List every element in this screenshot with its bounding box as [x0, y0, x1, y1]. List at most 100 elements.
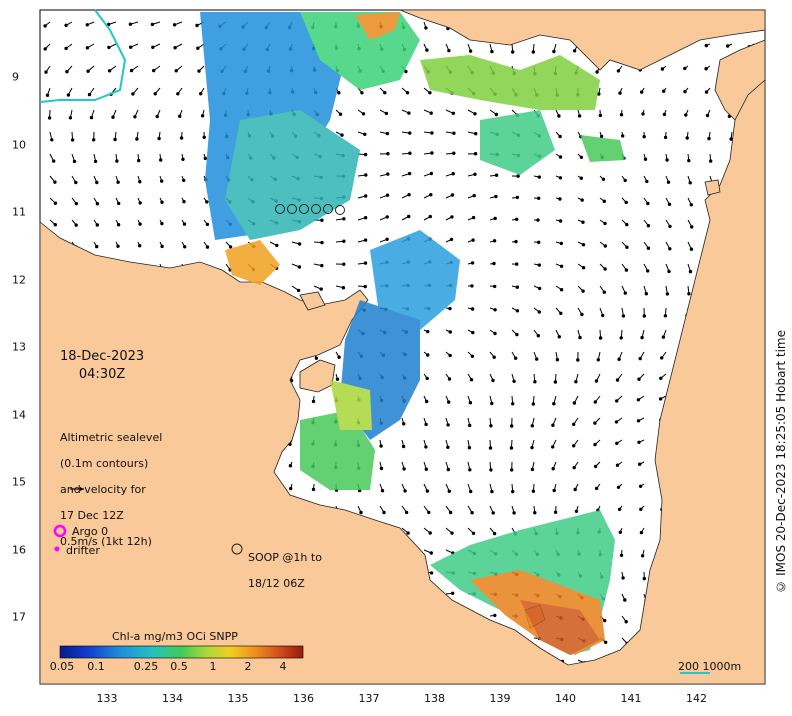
land-island-c [704, 179, 721, 196]
velocity-arrowhead [129, 68, 134, 73]
velocity-arrowhead [536, 334, 540, 338]
velocity-arrowhead [559, 288, 564, 292]
velocity-arrowhead [555, 358, 560, 362]
argo-symbol [53, 524, 67, 538]
velocity-arrowhead [135, 137, 139, 141]
land-arnhem [39, 69, 766, 685]
velocity-arrowhead [196, 46, 200, 50]
velocity-arrowhead [407, 214, 411, 219]
velocity-arrowhead [379, 444, 383, 448]
velocity-arrowhead [489, 468, 493, 472]
velocity-arrowhead [359, 510, 363, 515]
velocity-arrowhead [603, 244, 607, 248]
velocity-arrowhead [176, 92, 180, 96]
velocity-arrowhead [115, 159, 119, 163]
velocity-arrowhead [690, 225, 694, 229]
legend-velocity-arrowhead [80, 487, 84, 491]
land-newguinea [399, 9, 766, 71]
date-text: 18-Dec-2023 [60, 349, 145, 364]
velocity-arrowhead [558, 155, 563, 159]
velocity-arrowhead [160, 179, 164, 183]
x-tick-label: 133 [96, 692, 118, 705]
velocity-arrowhead [86, 69, 90, 73]
time-text: 04:30Z [78, 367, 126, 382]
velocity-arrowhead [199, 92, 203, 96]
velocity-arrowhead [153, 92, 157, 96]
velocity-arrowhead [660, 67, 665, 71]
velocity-arrowhead [337, 91, 341, 95]
velocity-arrowhead [74, 180, 78, 185]
velocity-arrowhead [615, 378, 620, 382]
velocity-arrowhead [642, 314, 646, 318]
velocity-arrowhead [113, 137, 117, 142]
velocity-arrowhead [451, 591, 455, 595]
argo-label: Argo 0 [72, 525, 109, 538]
velocity-arrowhead [74, 201, 79, 206]
soop-label: SOOP @1h to 18/12 06Z [248, 538, 322, 603]
velocity-arrowhead [116, 180, 120, 184]
velocity-arrowhead [311, 399, 316, 404]
velocity-arrowhead [379, 466, 384, 471]
velocity-arrowhead [471, 238, 475, 242]
velocity-arrowhead [205, 200, 209, 204]
colorbar-tick-label: 2 [244, 660, 252, 673]
colorbar-tick-label: 4 [279, 660, 287, 673]
velocity-arrowhead [491, 378, 495, 383]
velocity-arrowhead [644, 292, 648, 296]
velocity-arrowhead [558, 176, 563, 180]
velocity-arrowhead [660, 356, 664, 360]
velocity-arrowhead [535, 357, 539, 361]
velocity-arrowhead [160, 221, 164, 226]
velocity-arrowhead [474, 132, 478, 136]
velocity-arrowhead [450, 193, 455, 197]
velocity-arrowhead [515, 262, 519, 266]
velocity-arrowhead [689, 247, 694, 251]
velocity-arrowhead [637, 440, 641, 444]
velocity-arrowhead [614, 420, 619, 424]
velocity-arrowhead [288, 464, 293, 468]
velocity-arrowhead [581, 243, 586, 247]
velocity-arrowhead [667, 269, 671, 274]
velocity-arrowhead [424, 445, 428, 449]
velocity-arrowhead [152, 68, 156, 73]
velocity-arrowhead [683, 89, 687, 94]
velocity-arrowhead [364, 194, 368, 198]
velocity-arrowhead [514, 239, 518, 244]
velocity-arrowhead [128, 22, 133, 26]
velocity-arrowhead [516, 174, 520, 178]
velocity-arrowhead [131, 92, 135, 96]
velocity-arrowhead [228, 245, 233, 249]
velocity-arrowhead [363, 216, 368, 220]
velocity-arrowhead [44, 70, 48, 74]
velocity-arrowhead [404, 510, 409, 515]
velocity-arrowhead [515, 309, 520, 313]
velocity-arrowhead [552, 49, 556, 54]
y-tick-label: 13 [12, 340, 26, 354]
velocity-arrowhead [593, 464, 598, 469]
velocity-arrowhead [342, 217, 346, 221]
velocity-arrowhead [95, 180, 99, 185]
velocity-arrowhead [447, 48, 451, 53]
soop-symbol [231, 543, 243, 555]
x-tick-label: 142 [686, 692, 707, 705]
velocity-arrowhead [138, 201, 142, 205]
x-tick-label: 134 [162, 692, 183, 705]
velocity-arrowhead [159, 158, 163, 162]
velocity-arrowhead [533, 511, 537, 515]
velocity-arrowhead [510, 424, 514, 428]
velocity-arrowhead [197, 69, 201, 73]
velocity-arrowhead [492, 239, 497, 243]
velocity-arrowhead [639, 530, 644, 535]
velocity-arrowhead [536, 218, 540, 222]
velocity-arrowhead [447, 377, 452, 381]
velocity-arrowhead [85, 23, 90, 27]
velocity-arrowhead [553, 380, 558, 384]
velocity-arrowhead [408, 131, 412, 135]
velocity-arrowhead [380, 489, 385, 493]
velocity-arrowhead [424, 399, 429, 404]
velocity-arrowhead [87, 92, 92, 97]
legend-line: 0.5m/s (1kt 12h) [60, 535, 152, 548]
velocity-arrowhead [490, 489, 494, 494]
velocity-arrowhead [491, 511, 495, 515]
velocity-arrowhead [446, 423, 450, 427]
